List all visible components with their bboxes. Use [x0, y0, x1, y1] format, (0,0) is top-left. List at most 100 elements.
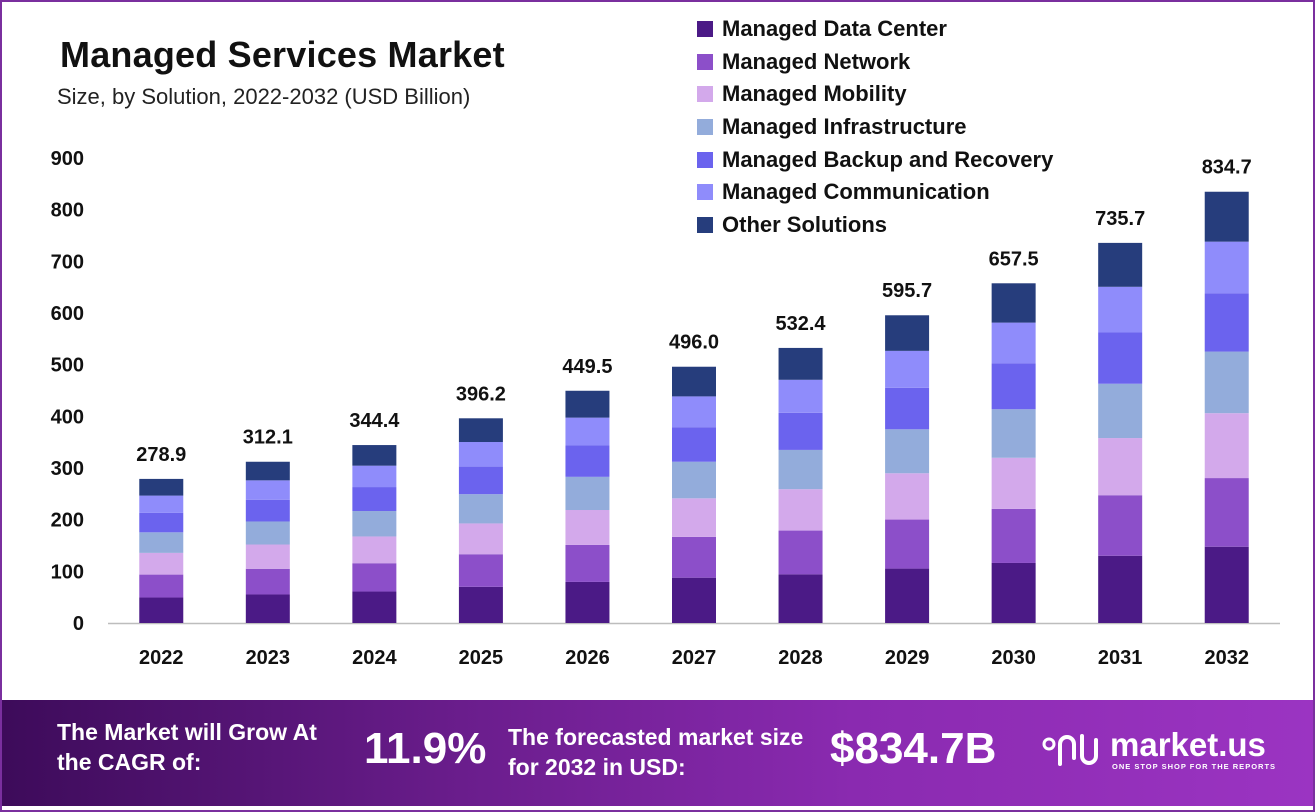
stacked-bar-chart: 0 100 200 300 400 500 600 700 800 900 278.9 2022 312… [51, 148, 1280, 669]
legend-item: Other Solutions [697, 209, 1053, 242]
legend-label: Managed Communication [722, 179, 990, 205]
bar-segment-managed-data-center-2031 [1098, 555, 1143, 623]
bar-segment-managed-backup-and-recovery-2028 [778, 412, 823, 450]
x-tick-label: 2031 [1098, 647, 1143, 669]
bar-total-label: 834.7 [1202, 157, 1252, 179]
bar-segment-other-solutions-2031 [1098, 242, 1143, 287]
bar-segment-managed-mobility-2031 [1098, 438, 1143, 496]
bar-segment-other-solutions-2022 [139, 478, 184, 496]
x-tick-label: 2025 [459, 647, 504, 669]
chart-subtitle: Size, by Solution, 2022-2032 (USD Billio… [57, 84, 471, 109]
bar-segment-managed-network-2029 [885, 519, 930, 569]
bar-segment-managed-mobility-2025 [458, 523, 503, 555]
bar-total-label: 657.5 [989, 248, 1039, 270]
bar-segment-managed-backup-and-recovery-2027 [672, 427, 716, 462]
legend-item: Managed Infrastructure [697, 111, 1053, 144]
bar-total-label: 595.7 [882, 280, 932, 302]
bar-segment-managed-mobility-2029 [885, 473, 930, 520]
legend-item: Managed Network [697, 46, 1053, 79]
legend-item: Managed Data Center [697, 13, 1053, 46]
x-tick-label: 2029 [885, 647, 930, 669]
bar-segment-managed-network-2023 [245, 568, 290, 595]
bar-segment-other-solutions-2025 [458, 418, 503, 443]
bar-total-label: 278.9 [136, 444, 186, 466]
bar-segment-managed-backup-and-recovery-2026 [565, 445, 610, 477]
legend-swatch [697, 21, 713, 38]
y-tick-label: 500 [51, 355, 84, 377]
bar-segment-managed-network-2024 [352, 563, 397, 592]
bar-segment-managed-data-center-2029 [885, 568, 930, 623]
bar-segment-other-solutions-2027 [672, 366, 716, 397]
y-tick-label: 200 [51, 510, 84, 532]
bar-segment-managed-data-center-2022 [139, 597, 184, 623]
bar-segment-other-solutions-2029 [885, 315, 930, 351]
bar-segment-managed-infrastructure-2025 [458, 494, 503, 524]
bar-segment-managed-infrastructure-2031 [1098, 383, 1143, 439]
bar-segment-managed-infrastructure-2024 [352, 511, 397, 537]
bar-segment-managed-infrastructure-2030 [991, 409, 1036, 458]
bar-segment-managed-communication-2027 [672, 396, 716, 428]
bar-segment-managed-communication-2029 [885, 350, 930, 388]
bar-segment-managed-data-center-2024 [352, 591, 397, 623]
bar-segment-managed-communication-2028 [778, 379, 823, 413]
bar-total-label: 496.0 [669, 332, 719, 354]
footer-banner: The Market will Grow At the CAGR of: 11.… [2, 700, 1313, 806]
legend-swatch [697, 151, 713, 168]
bar-segment-managed-communication-2030 [991, 322, 1036, 364]
bar-segment-managed-communication-2022 [139, 495, 184, 513]
legend-label: Managed Mobility [722, 81, 907, 107]
y-tick-label: 700 [51, 251, 84, 273]
bar-segment-managed-backup-and-recovery-2024 [352, 487, 397, 512]
x-tick-label: 2028 [778, 647, 823, 669]
forecast-value: $834.7B [830, 724, 997, 773]
bar-segment-managed-backup-and-recovery-2032 [1204, 293, 1249, 352]
bar-segment-managed-mobility-2026 [565, 510, 610, 545]
legend-item: Managed Backup and Recovery [697, 143, 1053, 176]
bar-segment-managed-data-center-2025 [458, 586, 503, 623]
bar-segment-managed-network-2026 [565, 544, 610, 582]
x-tick-label: 2030 [991, 647, 1036, 669]
bar-segment-managed-data-center-2026 [565, 581, 610, 623]
cagr-label: The Market will Grow At the CAGR of: [57, 719, 317, 775]
bar-segment-managed-network-2028 [778, 530, 823, 575]
x-tick-label: 2023 [246, 647, 291, 669]
bar-segment-managed-infrastructure-2023 [245, 521, 290, 545]
bar-segment-other-solutions-2032 [1204, 191, 1249, 242]
bar-segment-managed-data-center-2023 [245, 594, 290, 623]
bar-segment-managed-mobility-2023 [245, 544, 290, 569]
bar-segment-managed-infrastructure-2022 [139, 532, 184, 553]
bar-segment-managed-data-center-2030 [991, 562, 1036, 623]
bar-total-label: 735.7 [1095, 208, 1145, 230]
x-tick-label: 2026 [565, 647, 610, 669]
legend-swatch [697, 184, 713, 201]
bar-segment-managed-network-2030 [991, 508, 1036, 563]
bar-segment-managed-communication-2031 [1098, 286, 1143, 333]
bar-segment-managed-backup-and-recovery-2025 [458, 466, 503, 495]
bar-segment-managed-communication-2032 [1204, 241, 1249, 294]
forecast-label: The forecasted market size for 2032 in U… [508, 724, 804, 780]
x-tick-label: 2024 [352, 647, 397, 669]
cagr-value: 11.9% [364, 724, 487, 773]
legend-swatch [697, 86, 713, 103]
legend-label: Managed Network [722, 48, 911, 74]
legend-swatch [697, 53, 713, 70]
brand-logo-icon [1042, 734, 1098, 766]
legend-label: Managed Data Center [722, 16, 947, 42]
bar-segment-managed-data-center-2032 [1204, 546, 1249, 623]
bar-segment-managed-backup-and-recovery-2030 [991, 363, 1036, 410]
y-tick-label: 800 [51, 200, 84, 222]
x-tick-label: 2032 [1204, 647, 1249, 669]
chart-title: Managed Services Market [60, 34, 505, 75]
bar-segment-managed-communication-2026 [565, 417, 610, 446]
bar-segment-managed-backup-and-recovery-2029 [885, 387, 930, 430]
brand-tagline: ONE STOP SHOP FOR THE REPORTS [1112, 762, 1277, 771]
bar-total-label: 396.2 [456, 383, 506, 405]
bar-segment-managed-mobility-2022 [139, 552, 184, 575]
bar-total-label: 532.4 [776, 313, 827, 335]
legend-item: Managed Communication [697, 176, 1053, 209]
bar-segment-managed-backup-and-recovery-2022 [139, 512, 184, 533]
bar-segment-managed-mobility-2032 [1204, 413, 1249, 479]
bar-segment-managed-mobility-2024 [352, 536, 397, 564]
bar-segment-managed-network-2027 [672, 536, 716, 578]
